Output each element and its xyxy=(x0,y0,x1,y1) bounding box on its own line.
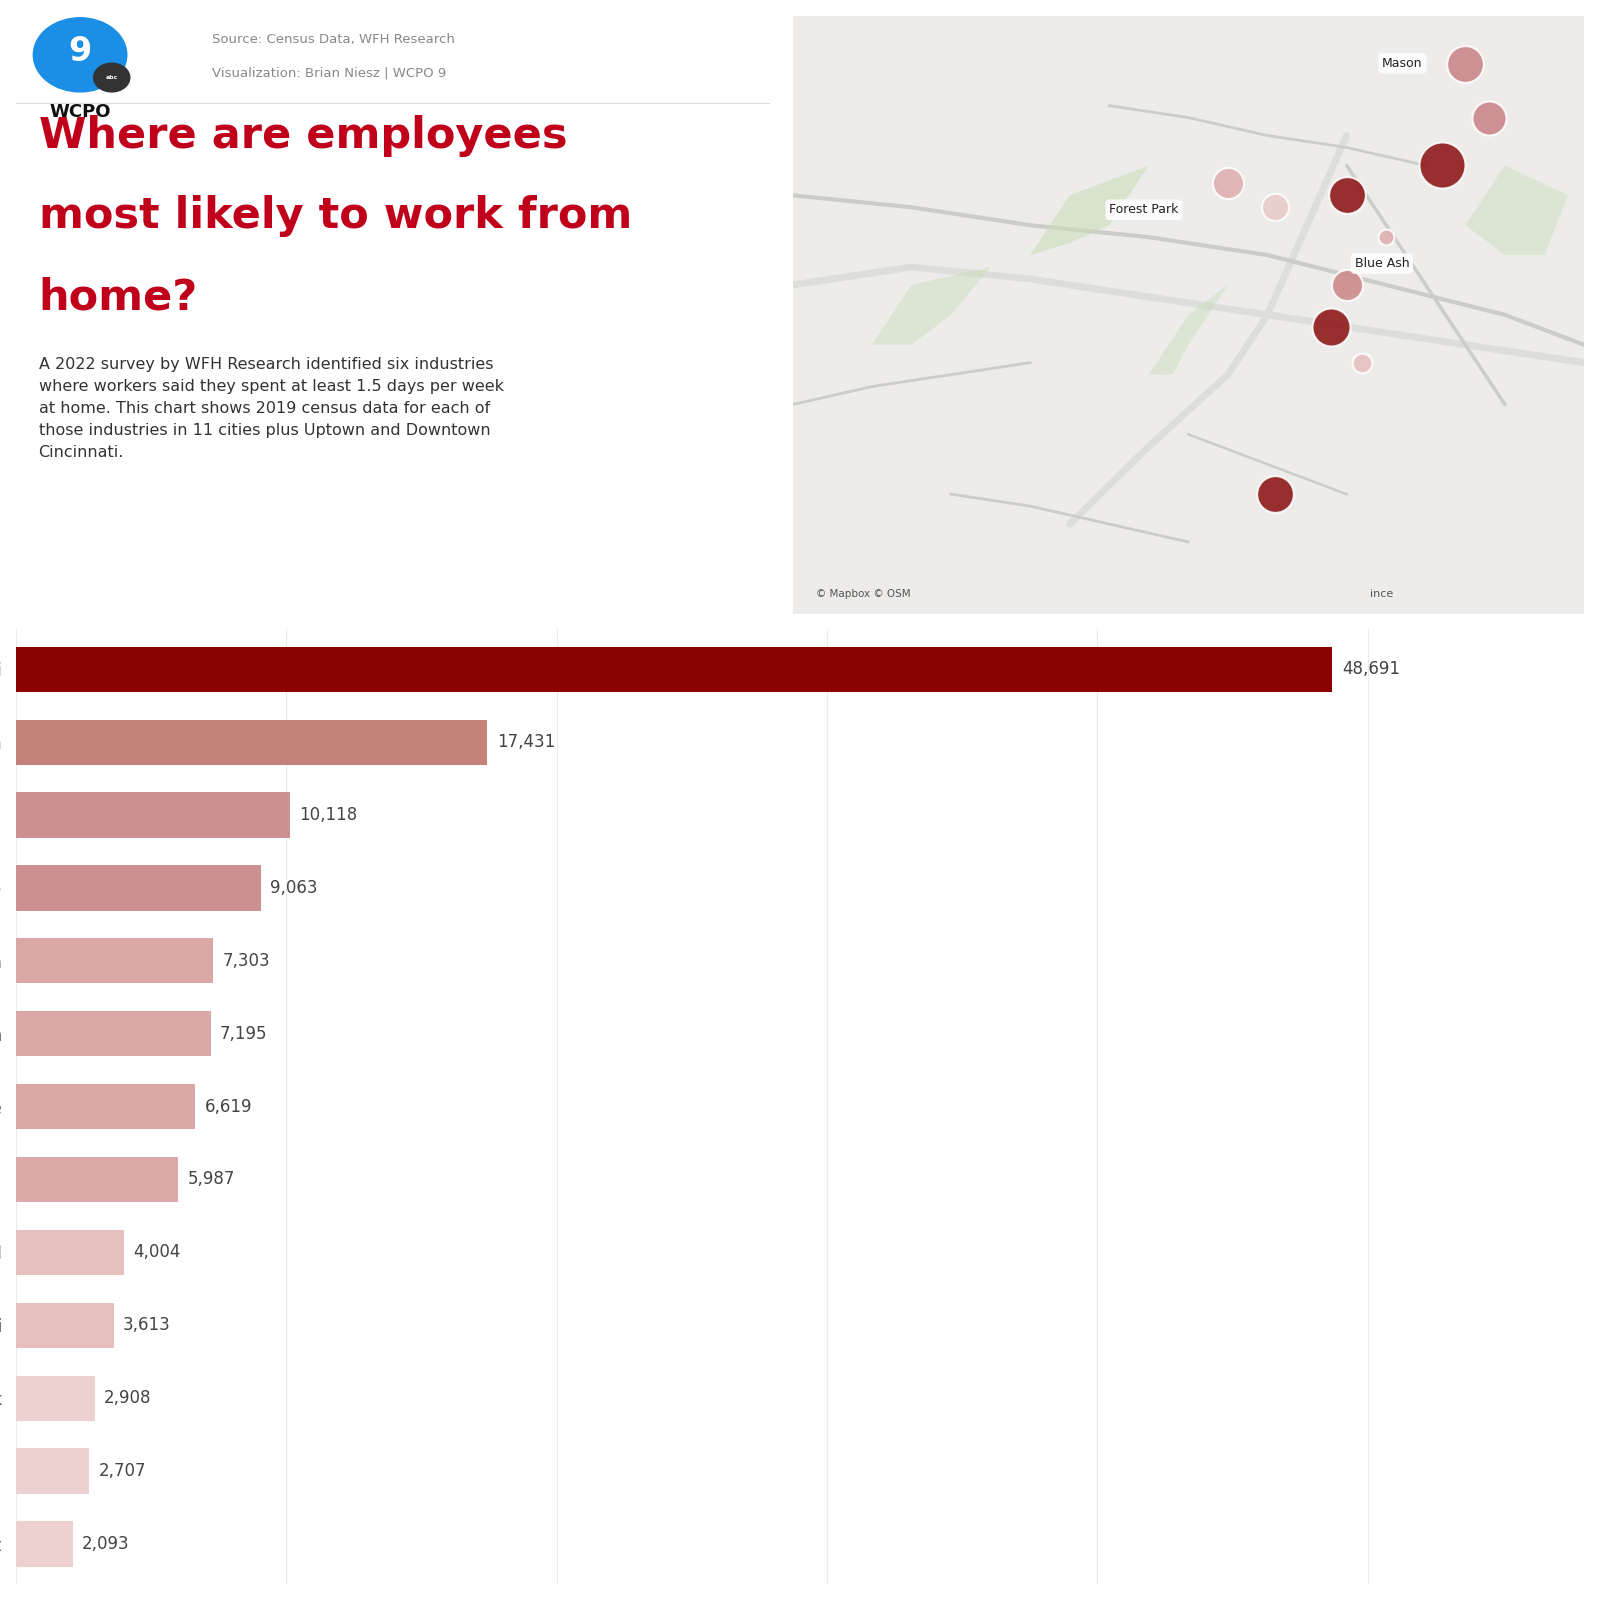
Point xyxy=(1334,272,1360,298)
Point xyxy=(1373,224,1398,250)
Text: 10,118: 10,118 xyxy=(299,806,357,824)
Point xyxy=(1477,106,1502,131)
Polygon shape xyxy=(1149,285,1227,374)
Text: Forest Park: Forest Park xyxy=(1109,203,1179,216)
Bar xyxy=(16,1230,125,1275)
Text: home?: home? xyxy=(38,277,198,318)
Bar xyxy=(16,1085,195,1130)
Text: 2,908: 2,908 xyxy=(104,1389,152,1406)
Point xyxy=(1318,314,1344,339)
Text: 4,004: 4,004 xyxy=(134,1243,181,1261)
Point xyxy=(1262,195,1288,221)
Text: 7,303: 7,303 xyxy=(222,952,270,970)
Bar xyxy=(16,720,488,765)
Text: Visualization: Brian Niesz | WCPO 9: Visualization: Brian Niesz | WCPO 9 xyxy=(211,66,446,80)
Text: A 2022 survey by WFH Research identified six industries
where workers said they : A 2022 survey by WFH Research identified… xyxy=(38,357,504,461)
Text: 2,707: 2,707 xyxy=(99,1462,146,1480)
Bar xyxy=(16,1157,178,1202)
Text: Mason: Mason xyxy=(1382,58,1422,70)
Text: 6,619: 6,619 xyxy=(205,1098,251,1115)
Circle shape xyxy=(94,64,130,91)
Text: most likely to work from: most likely to work from xyxy=(38,195,632,237)
Text: 17,431: 17,431 xyxy=(496,733,555,750)
Bar xyxy=(16,792,290,838)
Text: © Mapbox © OSM: © Mapbox © OSM xyxy=(816,589,910,598)
Bar xyxy=(16,646,1333,691)
Polygon shape xyxy=(1466,165,1568,254)
Point xyxy=(1214,171,1240,197)
Bar xyxy=(16,938,213,984)
Bar xyxy=(16,1522,72,1566)
Point xyxy=(1334,182,1360,208)
Bar xyxy=(16,1376,94,1421)
Text: 9,063: 9,063 xyxy=(270,878,318,898)
Text: Source: Census Data, WFH Research: Source: Census Data, WFH Research xyxy=(211,34,454,46)
Text: WCPO: WCPO xyxy=(50,102,110,120)
Text: 9: 9 xyxy=(69,35,91,69)
Polygon shape xyxy=(1030,165,1149,254)
Text: 2,093: 2,093 xyxy=(82,1534,130,1554)
Point xyxy=(1262,482,1288,507)
Text: 7,195: 7,195 xyxy=(219,1024,267,1043)
Bar xyxy=(16,1448,90,1494)
Text: Blue Ash: Blue Ash xyxy=(1355,258,1410,270)
Point xyxy=(1453,51,1478,77)
Bar xyxy=(16,866,261,910)
Text: abc: abc xyxy=(106,75,118,80)
Circle shape xyxy=(34,18,126,91)
Bar xyxy=(16,1011,211,1056)
Point xyxy=(1429,152,1454,178)
Text: 3,613: 3,613 xyxy=(123,1317,171,1334)
Text: ince: ince xyxy=(1370,589,1394,598)
Bar xyxy=(16,1302,114,1347)
Text: 48,691: 48,691 xyxy=(1342,661,1400,678)
Polygon shape xyxy=(872,267,990,344)
Text: 5,987: 5,987 xyxy=(187,1171,235,1189)
FancyBboxPatch shape xyxy=(792,16,1584,614)
Point xyxy=(1350,350,1376,376)
Text: Where are employees: Where are employees xyxy=(38,115,566,157)
